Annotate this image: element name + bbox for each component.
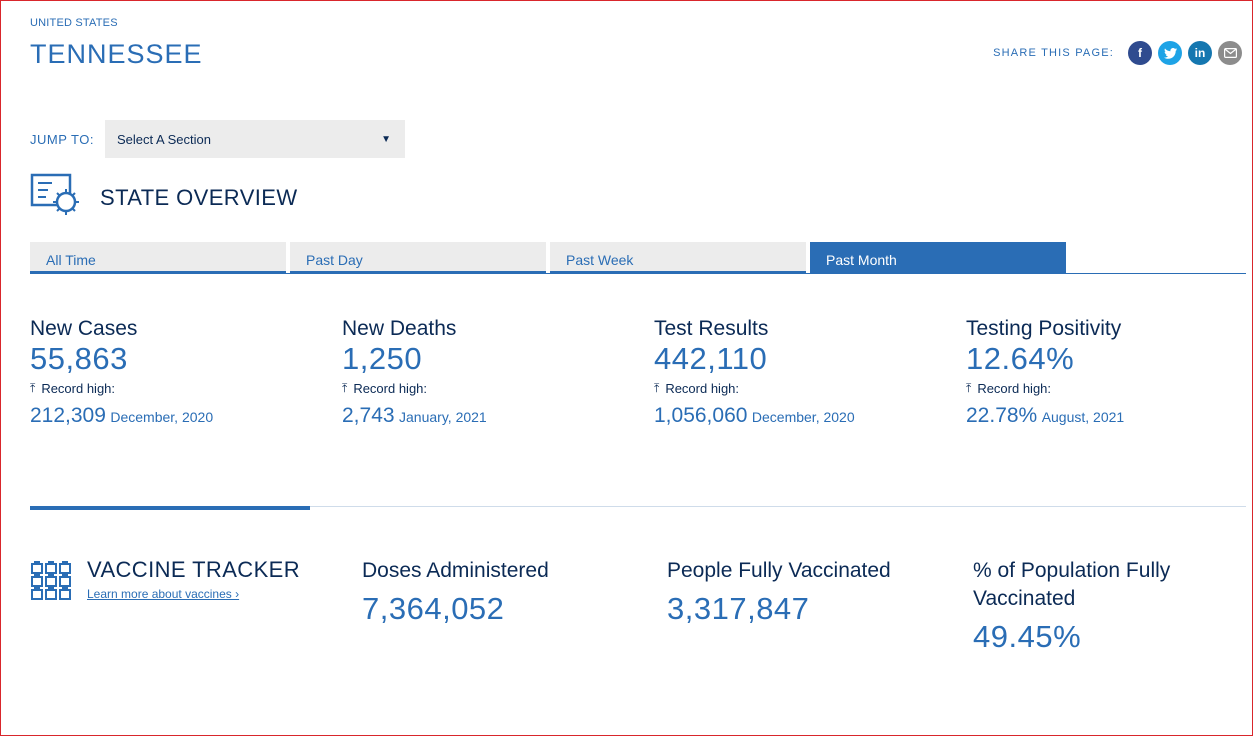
dropdown-arrow-icon: ▼ — [381, 133, 391, 145]
record-high-label: ⤒ Record high: — [654, 381, 740, 396]
stat-label: New Deaths — [342, 317, 457, 340]
tabs-underline — [30, 273, 1246, 274]
tab-all-time[interactable]: All Time — [30, 242, 286, 273]
section-select[interactable]: Select A Section ▼ — [105, 120, 405, 158]
record-high-value: 1,056,060 December, 2020 — [654, 404, 855, 427]
stat-value: 49.45% — [973, 619, 1082, 654]
arrow-up-icon: ⤒ — [654, 381, 660, 395]
linkedin-icon[interactable]: in — [1188, 41, 1212, 65]
tab-past-week[interactable]: Past Week — [550, 242, 806, 273]
breadcrumb[interactable]: UNITED STATES — [30, 17, 118, 29]
stat-population-fully-vaccinated: % of Population Fully Vaccinated 49.45% — [973, 557, 1213, 655]
stat-label: New Cases — [30, 317, 138, 340]
overview-icon — [30, 173, 79, 215]
record-high-label: ⤒ Record high: — [342, 381, 428, 396]
stat-value: 1,250 — [342, 341, 423, 376]
arrow-up-icon: ⤒ — [30, 381, 36, 395]
section-title-vaccine: VACCINE TRACKER — [87, 557, 301, 582]
arrow-up-icon: ⤒ — [966, 381, 972, 395]
stat-label: People Fully Vaccinated — [667, 559, 891, 582]
stat-people-fully-vaccinated: People Fully Vaccinated 3,317,847 — [667, 557, 947, 627]
record-high-value: 22.78% August, 2021 — [966, 404, 1125, 427]
stat-value: 3,317,847 — [667, 591, 810, 626]
stat-label: % of Population Fully Vaccinated — [973, 559, 1171, 610]
vaccine-vials-icon — [31, 561, 71, 600]
section-divider-accent — [30, 506, 310, 510]
stat-testing-positivity: Testing Positivity 12.64% ⤒ Record high:… — [966, 317, 1253, 428]
stat-label: Testing Positivity — [966, 317, 1122, 340]
jump-to-label: JUMP TO: — [30, 132, 94, 147]
stat-value: 7,364,052 — [362, 591, 505, 626]
share-bar: SHARE THIS PAGE: f in — [993, 41, 1242, 65]
stat-new-deaths: New Deaths 1,250 ⤒ Record high: 2,743 Ja… — [342, 317, 632, 428]
stat-value: 442,110 — [654, 341, 768, 376]
stat-test-results: Test Results 442,110 ⤒ Record high: 1,05… — [654, 317, 944, 428]
record-high-label: ⤒ Record high: — [966, 381, 1052, 396]
section-title-overview: STATE OVERVIEW — [100, 185, 298, 210]
facebook-icon[interactable]: f — [1128, 41, 1152, 65]
record-high-value: 2,743 January, 2021 — [342, 404, 487, 427]
page-title: TENNESSEE — [30, 39, 203, 69]
arrow-up-icon: ⤒ — [342, 381, 348, 395]
stat-label: Doses Administered — [362, 559, 549, 582]
stat-label: Test Results — [654, 317, 769, 340]
tab-past-day[interactable]: Past Day — [290, 242, 546, 273]
stat-value: 55,863 — [30, 341, 128, 376]
stat-new-cases: New Cases 55,863 ⤒ Record high: 212,309 … — [30, 317, 320, 428]
stat-doses-administered: Doses Administered 7,364,052 — [362, 557, 642, 627]
stat-value: 12.64% — [966, 341, 1075, 376]
tab-past-month[interactable]: Past Month — [810, 242, 1066, 273]
section-select-value: Select A Section — [117, 131, 211, 147]
email-icon[interactable] — [1218, 41, 1242, 65]
time-range-tabs: All Time Past Day Past Week Past Month — [30, 242, 1246, 274]
learn-more-vaccines-link[interactable]: Learn more about vaccines › — [87, 587, 240, 601]
section-divider — [30, 506, 1246, 507]
twitter-icon[interactable] — [1158, 41, 1182, 65]
share-label: SHARE THIS PAGE: — [993, 47, 1114, 59]
record-high-value: 212,309 December, 2020 — [30, 404, 214, 427]
record-high-label: ⤒ Record high: — [30, 381, 116, 396]
